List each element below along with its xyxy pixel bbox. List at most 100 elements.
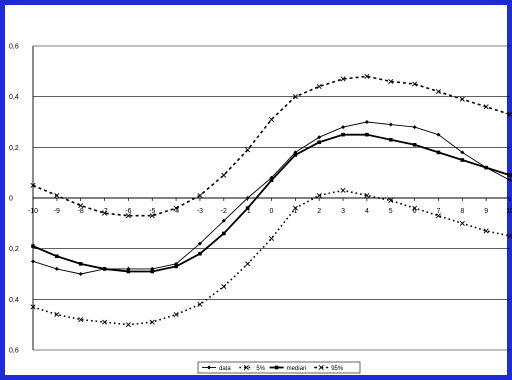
data-point <box>364 192 370 198</box>
x-tick-label: 7 <box>436 208 440 215</box>
data-point <box>197 241 202 246</box>
data-point <box>507 233 512 239</box>
y-tick-label: 0,6 <box>9 348 19 355</box>
x-tick-label: 1 <box>293 208 297 215</box>
data-point <box>293 153 298 157</box>
data-point <box>102 319 108 325</box>
data-point <box>173 312 179 318</box>
data-point <box>245 196 250 200</box>
x-tick-label: -1 <box>245 208 251 215</box>
data-point <box>78 262 83 266</box>
data-point <box>484 165 488 170</box>
data-point <box>365 132 369 137</box>
data-point <box>125 322 131 328</box>
data-point <box>149 319 155 325</box>
x-tick-label: 9 <box>484 208 488 215</box>
data-point <box>412 205 418 211</box>
data-point <box>412 125 417 130</box>
x-tick-label: -6 <box>125 208 131 215</box>
data-point <box>268 236 275 242</box>
data-point <box>245 147 251 153</box>
legend-label: 5% <box>256 366 265 372</box>
data-point <box>459 220 465 226</box>
data-point <box>150 269 155 274</box>
data-point <box>316 84 322 90</box>
data-point <box>221 172 227 178</box>
data-point <box>198 251 202 256</box>
legend-label: data <box>219 366 231 372</box>
data-point <box>507 111 512 117</box>
data-point <box>126 269 131 274</box>
data-point <box>341 132 345 137</box>
data-point <box>388 198 394 204</box>
data-point <box>222 231 226 236</box>
data-point <box>30 304 36 310</box>
data-point <box>508 178 512 183</box>
data-point <box>435 213 441 219</box>
data-point <box>340 187 346 193</box>
data-point <box>483 104 489 110</box>
data-point <box>436 132 441 137</box>
data-point <box>483 228 489 234</box>
x-tick-label: -9 <box>54 208 60 215</box>
data-point <box>388 78 394 84</box>
series-line-median <box>32 133 511 273</box>
x-tick-label: -3 <box>197 208 203 215</box>
data-point <box>364 73 370 79</box>
legend-marker <box>207 365 211 370</box>
data-point <box>54 312 60 318</box>
data-point <box>268 116 275 122</box>
x-tick-label: -5 <box>149 208 155 215</box>
data-point <box>55 254 59 259</box>
data-point <box>460 158 465 162</box>
data-point <box>54 192 60 198</box>
series-line-95pct <box>32 75 511 217</box>
legend-label: median <box>287 366 307 372</box>
plot-area: 0,60,40,200,20,40,6-10 -9 -8 -7 -6 -5 -4 -3 -2 -1… <box>9 44 512 355</box>
x-tick-label: -8 <box>78 208 84 215</box>
data-point <box>173 205 179 211</box>
data-point <box>436 150 441 155</box>
data-point <box>292 205 298 211</box>
legend-marker <box>318 364 324 371</box>
x-tick-label: 5 <box>389 208 393 215</box>
data-point <box>149 213 155 219</box>
data-point <box>340 76 346 82</box>
data-point <box>317 140 321 145</box>
x-tick-label: -2 <box>221 208 227 215</box>
x-tick-label: 4 <box>365 208 369 215</box>
data-point <box>412 143 417 147</box>
chart-title: Correlation: output(t)-inflation(t+k) <box>199 8 314 15</box>
data-point <box>102 210 108 216</box>
data-point <box>459 96 465 102</box>
data-point <box>221 218 226 223</box>
data-point <box>221 284 227 290</box>
y-tick-label: 0,2 <box>9 246 19 253</box>
data-point <box>460 150 465 155</box>
data-point <box>364 120 369 124</box>
data-point <box>31 259 35 264</box>
data-point <box>269 178 274 183</box>
x-tick-label: 2 <box>317 208 321 215</box>
x-tick-label: -7 <box>101 208 107 215</box>
data-point <box>125 213 131 219</box>
data-point <box>197 192 203 198</box>
data-point <box>78 203 84 209</box>
legend-label: 95% <box>331 366 344 372</box>
y-tick-label: 0 <box>9 196 13 203</box>
data-point <box>388 137 393 142</box>
x-tick-label: 0 <box>270 208 274 215</box>
data-point <box>174 264 178 269</box>
legend-marker <box>243 364 249 371</box>
data-point <box>341 125 346 130</box>
data-point <box>412 81 418 87</box>
x-tick-label: -4 <box>173 208 179 215</box>
data-point <box>31 244 35 248</box>
x-tick-label: 8 <box>460 208 464 215</box>
data-point <box>435 89 441 95</box>
data-point <box>508 173 512 177</box>
data-point <box>292 94 298 100</box>
data-point <box>30 182 36 188</box>
legend: data 5% median 95% <box>197 361 361 374</box>
